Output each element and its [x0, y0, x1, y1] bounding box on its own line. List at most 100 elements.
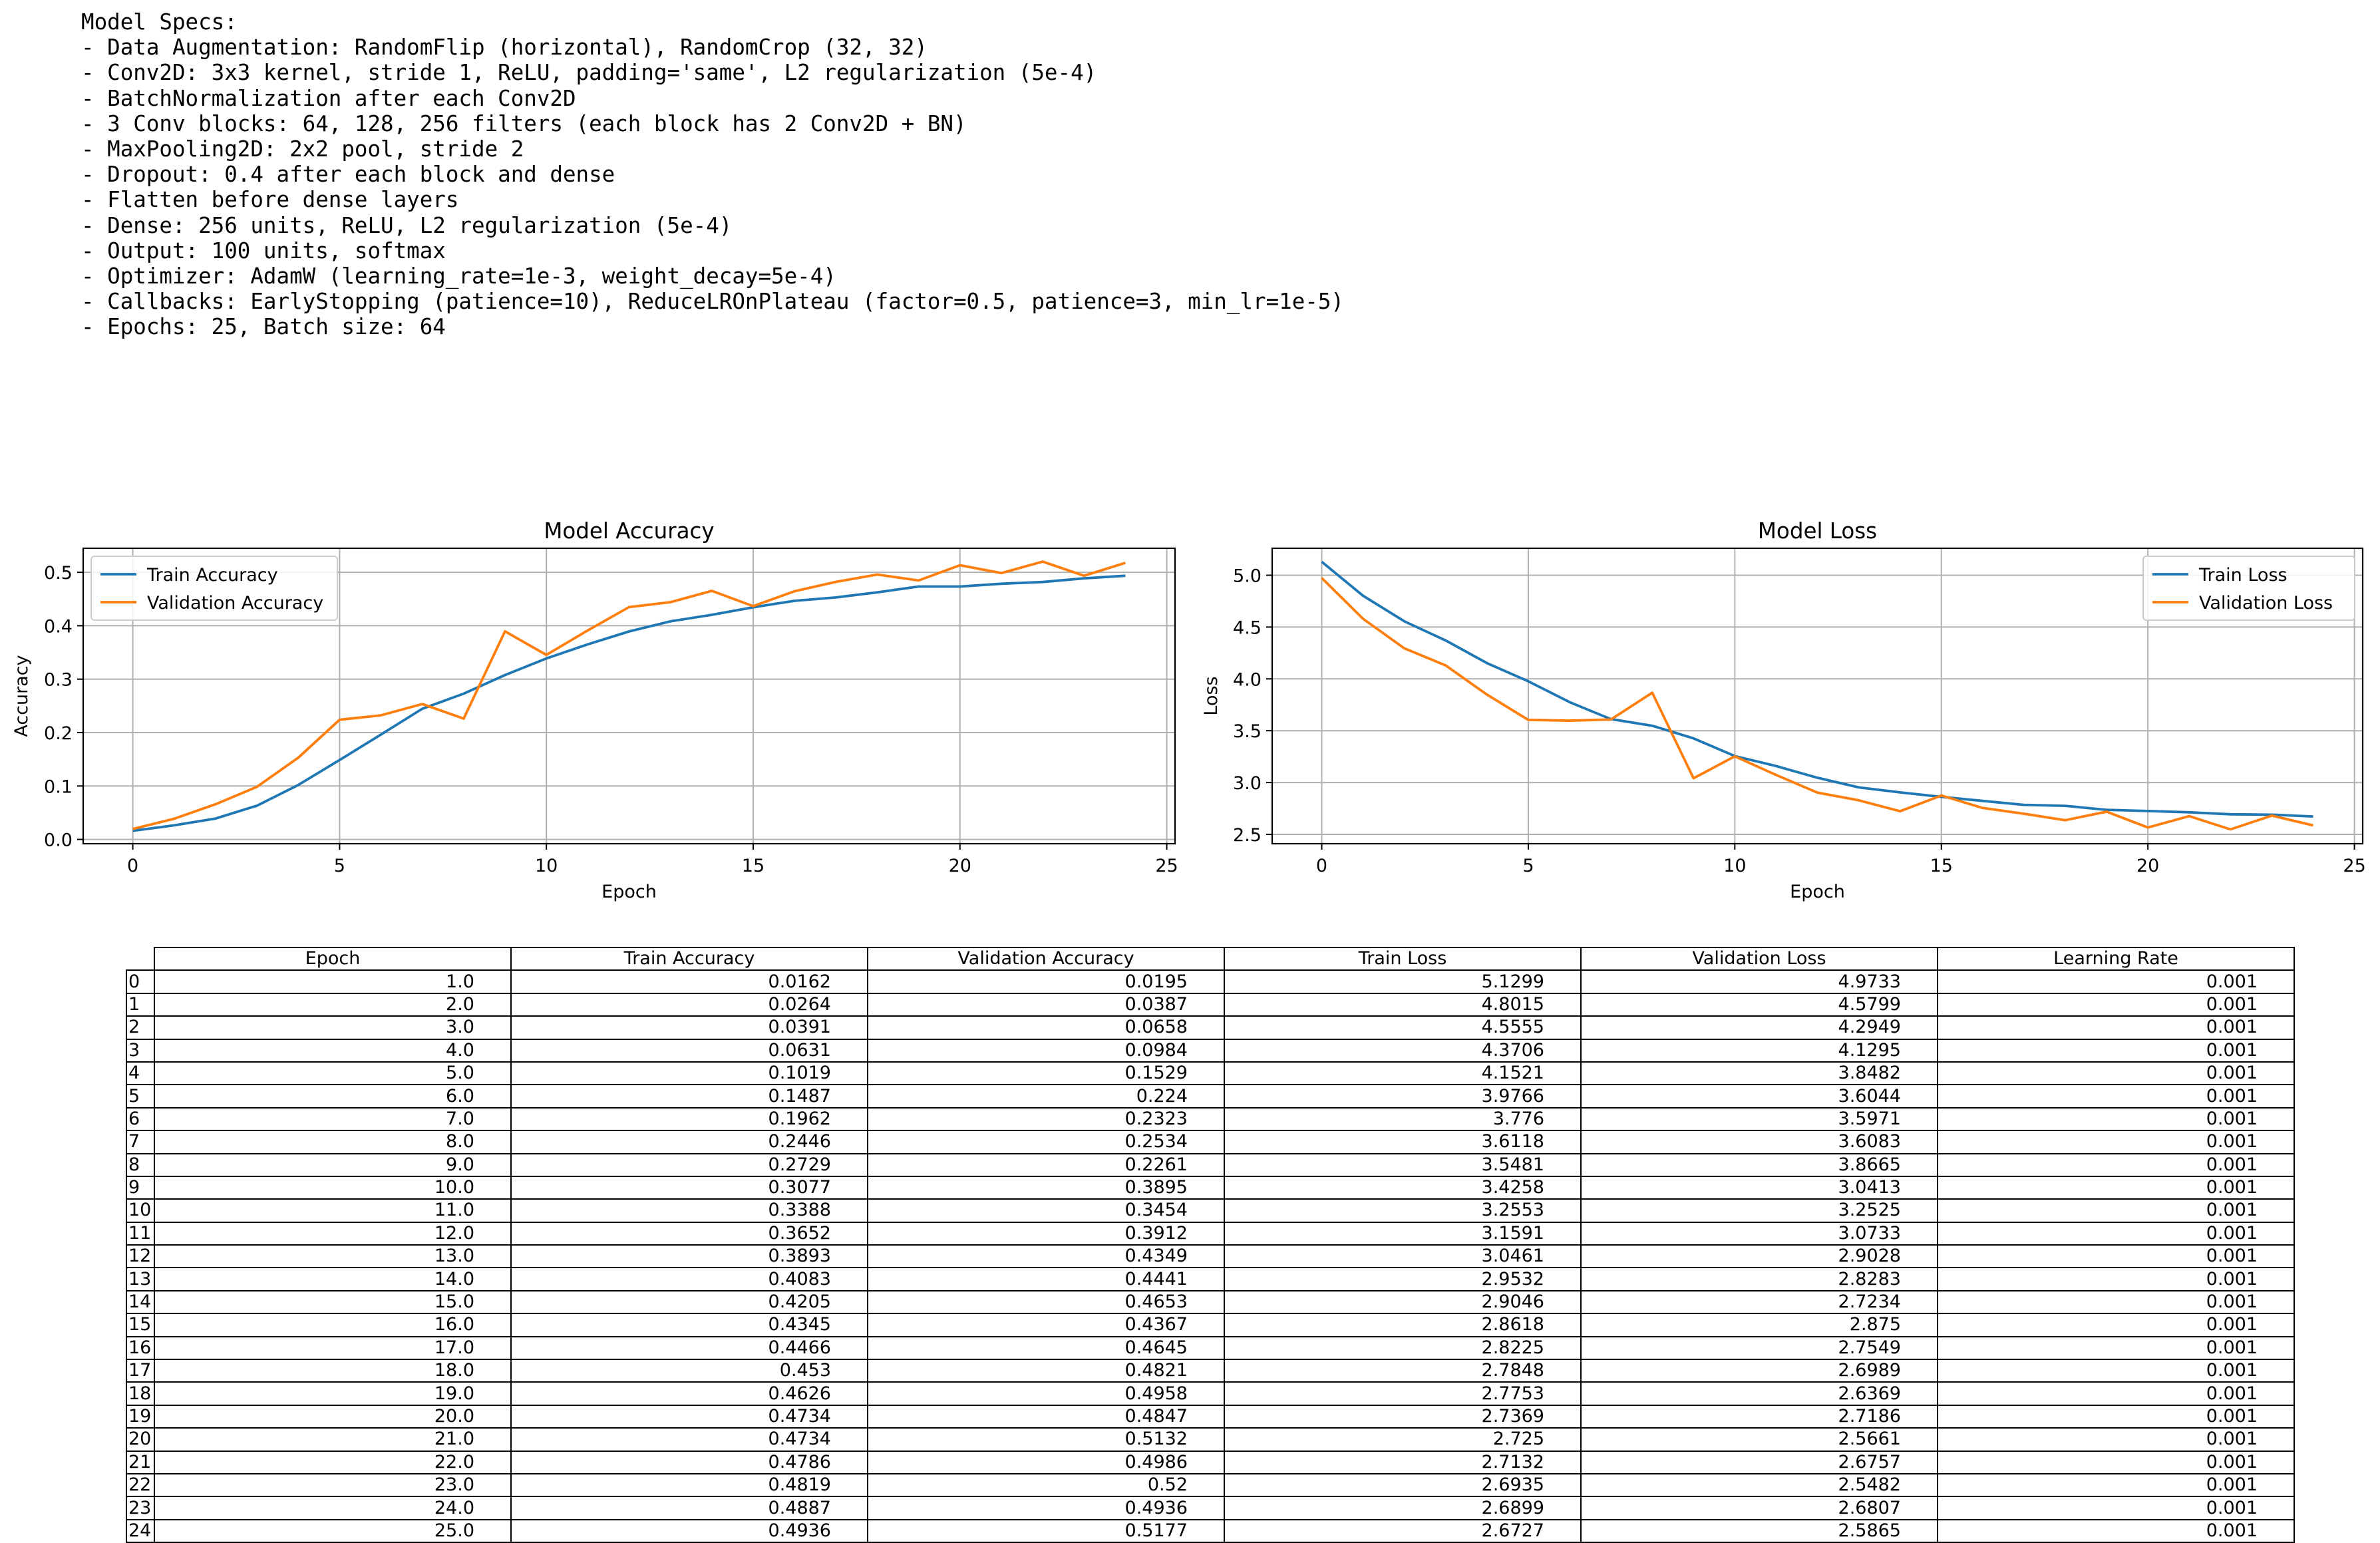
table-cell: 25.0	[154, 1518, 512, 1543]
table-cell: 2.8225	[1224, 1335, 1582, 1361]
table-cell: 0.4466	[510, 1335, 868, 1361]
spec-line: - Optimizer: AdamW (learning_rate=1e-3, …	[81, 263, 836, 289]
spec-line: - MaxPooling2D: 2x2 pool, stride 2	[81, 136, 524, 162]
table-row: 9 10.0 0.3077 0.3895 3.4258 3.0413 0.001	[126, 1175, 2295, 1200]
legend-label: Train Loss	[2198, 565, 2288, 586]
table-cell: 0.4847	[867, 1404, 1225, 1429]
table-cell: 4.0	[154, 1038, 512, 1063]
table-cell: 4.9733	[1580, 969, 1938, 994]
table-row: 7 8.0 0.2446 0.2534 3.6118 3.6083 0.001	[126, 1130, 2295, 1154]
legend-label: Validation Loss	[2199, 593, 2333, 613]
table-cell: 0.001	[1937, 1015, 2295, 1040]
legend-label: Validation Accuracy	[147, 593, 323, 613]
table-cell: 0.4734	[510, 1427, 868, 1452]
table-cell: 2.6989	[1580, 1359, 1938, 1383]
table-row: 22 23.0 0.4819 0.52 2.6935 2.5482 0.001	[126, 1472, 2295, 1498]
table-cell: 0.001	[1937, 1335, 2295, 1361]
row-index: 4	[126, 1061, 155, 1086]
table-cell: 8.0	[154, 1130, 512, 1154]
x-tick-label: 15	[742, 856, 765, 876]
table-cell: 0.001	[1937, 1152, 2295, 1177]
table-cell: 6.0	[154, 1084, 512, 1109]
row-index: 11	[126, 1221, 155, 1246]
row-index: 3	[126, 1038, 155, 1063]
table-row: 8 9.0 0.2729 0.2261 3.5481 3.8665 0.001	[126, 1152, 2295, 1177]
table-cell: 2.5482	[1580, 1472, 1938, 1498]
table-cell: 24.0	[154, 1496, 512, 1520]
spec-line: - BatchNormalization after each Conv2D	[81, 85, 576, 111]
y-axis-label: Accuracy	[11, 655, 32, 737]
table-cell: 0.2534	[867, 1130, 1225, 1154]
table-cell: 7.0	[154, 1107, 512, 1132]
spec-line: - Output: 100 units, softmax	[81, 238, 446, 263]
spec-line: - 3 Conv blocks: 64, 128, 256 filters (e…	[81, 110, 967, 136]
table-cell: 0.4645	[867, 1335, 1225, 1361]
table-cell: 11.0	[154, 1198, 512, 1223]
table-row: 4 5.0 0.1019 0.1529 4.1521 3.8482 0.001	[126, 1061, 2295, 1086]
table-row: 15 16.0 0.4345 0.4367 2.8618 2.875 0.001	[126, 1313, 2295, 1337]
table-cell: 3.8665	[1580, 1152, 1938, 1177]
table-row: 13 14.0 0.4083 0.4441 2.9532 2.8283 0.001	[126, 1267, 2295, 1291]
spec-line: - Callbacks: EarlyStopping (patience=10)…	[81, 289, 1344, 315]
table-row: 5 6.0 0.1487 0.224 3.9766 3.6044 0.001	[126, 1084, 2295, 1109]
spec-line: - Data Augmentation: RandomFlip (horizon…	[81, 35, 928, 61]
table-cell: 0.001	[1937, 992, 2295, 1017]
table-row: 23 24.0 0.4887 0.4936 2.6899 2.6807 0.001	[126, 1496, 2295, 1520]
table-cell: 9.0	[154, 1152, 512, 1177]
table-cell: 0.001	[1937, 1518, 2295, 1543]
x-tick-label: 25	[1155, 856, 1178, 876]
table-cell: 3.4258	[1224, 1175, 1582, 1200]
column-header: Validation Accuracy	[867, 946, 1225, 971]
x-tick-label: 20	[2136, 856, 2159, 876]
table-cell: 0.1487	[510, 1084, 868, 1109]
plot-frame	[1271, 547, 2364, 845]
table-cell: 2.0	[154, 992, 512, 1017]
row-index: 0	[126, 969, 155, 994]
column-header: Epoch	[154, 946, 512, 971]
table-cell: 2.9532	[1224, 1267, 1582, 1291]
legend-box	[90, 556, 338, 621]
table-cell: 2.9028	[1580, 1244, 1938, 1269]
table-cell: 3.1591	[1224, 1221, 1582, 1246]
table-cell: 0.001	[1937, 969, 2295, 994]
table-cell: 3.9766	[1224, 1084, 1582, 1109]
table-cell: 0.3893	[510, 1244, 868, 1269]
table-cell: 0.001	[1937, 1450, 2295, 1474]
y-tick-label: 5.0	[1233, 566, 1262, 587]
table-row: 12 13.0 0.3893 0.4349 3.0461 2.9028 0.001	[126, 1244, 2295, 1269]
table-row: 14 15.0 0.4205 0.4653 2.9046 2.7234 0.001	[126, 1289, 2295, 1315]
table-cell: 0.4887	[510, 1496, 868, 1520]
y-tick-label: 0.3	[44, 670, 73, 691]
table-cell: 0.4653	[867, 1289, 1225, 1315]
table-cell: 0.4367	[867, 1313, 1225, 1337]
table-cell: 14.0	[154, 1267, 512, 1291]
table-cell: 0.2261	[867, 1152, 1225, 1177]
row-index: 8	[126, 1152, 155, 1177]
y-tick-label: 0.1	[44, 776, 73, 797]
table-cell: 2.5661	[1580, 1427, 1938, 1452]
row-index: 18	[126, 1381, 155, 1406]
table-cell: 0.001	[1937, 1472, 2295, 1498]
table-cell: 0.0631	[510, 1038, 868, 1063]
row-index: 9	[126, 1175, 155, 1200]
x-tick-label: 10	[1723, 856, 1746, 876]
table-cell: 4.2949	[1580, 1015, 1938, 1040]
column-header: Train Accuracy	[510, 946, 868, 971]
column-header: Learning Rate	[1937, 946, 2295, 971]
column-header: Validation Loss	[1580, 946, 1938, 971]
table-cell: 0.4083	[510, 1267, 868, 1291]
row-index: 19	[126, 1404, 155, 1429]
table-cell: 0.5177	[867, 1518, 1225, 1543]
spec-line: - Flatten before dense layers	[81, 187, 459, 213]
table-header-row: Epoch Train Accuracy Validation Accuracy Tr…	[126, 946, 2295, 971]
table-cell: 3.8482	[1580, 1061, 1938, 1086]
row-index: 13	[126, 1267, 155, 1291]
table-row: 0 1.0 0.0162 0.0195 5.1299 4.9733 0.001	[126, 969, 2295, 994]
row-index: 21	[126, 1450, 155, 1474]
table-cell: 0.2729	[510, 1152, 868, 1177]
row-index: 14	[126, 1289, 155, 1315]
table-cell: 2.7234	[1580, 1289, 1938, 1315]
table-cell: 0.4819	[510, 1472, 868, 1498]
x-tick-label: 0	[1316, 856, 1327, 876]
table-cell: 4.3706	[1224, 1038, 1582, 1063]
